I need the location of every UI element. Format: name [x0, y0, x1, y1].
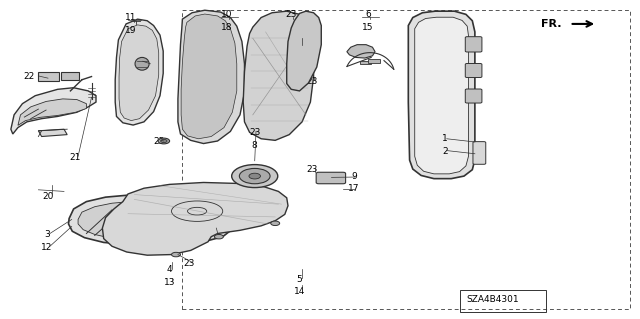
Text: 23: 23	[285, 10, 297, 19]
Polygon shape	[347, 45, 375, 58]
FancyBboxPatch shape	[316, 172, 346, 184]
Text: 21: 21	[70, 153, 81, 162]
Text: 2: 2	[442, 147, 447, 156]
Text: 1: 1	[442, 134, 447, 143]
Polygon shape	[38, 129, 67, 137]
Text: 14: 14	[294, 287, 305, 296]
Text: 4: 4	[167, 265, 172, 274]
Ellipse shape	[271, 221, 280, 226]
Polygon shape	[243, 11, 314, 140]
Text: 23: 23	[306, 77, 317, 86]
Text: 6: 6	[365, 10, 371, 19]
Text: FR.: FR.	[541, 19, 561, 29]
Polygon shape	[115, 19, 163, 125]
Bar	[368, 59, 380, 63]
Text: 15: 15	[362, 23, 374, 32]
Bar	[360, 61, 371, 64]
Text: 18: 18	[221, 23, 233, 32]
Polygon shape	[18, 99, 86, 125]
Bar	[61, 72, 79, 80]
Text: 3: 3	[44, 230, 49, 239]
Text: 11: 11	[125, 13, 137, 22]
Polygon shape	[11, 88, 96, 134]
Text: 9: 9	[351, 172, 356, 181]
Ellipse shape	[239, 168, 270, 184]
Text: 23: 23	[183, 259, 195, 268]
Polygon shape	[102, 182, 288, 255]
Text: 23: 23	[249, 128, 260, 137]
Polygon shape	[119, 25, 159, 121]
Polygon shape	[181, 14, 237, 139]
Text: 8: 8	[252, 141, 257, 150]
FancyBboxPatch shape	[465, 89, 482, 103]
FancyBboxPatch shape	[465, 37, 482, 52]
Polygon shape	[178, 10, 244, 144]
Text: 19: 19	[125, 26, 137, 35]
Text: 12: 12	[41, 243, 52, 252]
Bar	[182, 10, 630, 309]
Polygon shape	[408, 11, 475, 179]
Text: 22: 22	[23, 72, 35, 81]
Polygon shape	[287, 11, 321, 91]
Text: 7: 7	[297, 32, 302, 41]
Bar	[38, 72, 59, 81]
Polygon shape	[68, 195, 234, 245]
Polygon shape	[415, 17, 468, 174]
Text: 23: 23	[209, 224, 220, 233]
FancyBboxPatch shape	[473, 142, 486, 164]
FancyBboxPatch shape	[465, 63, 482, 78]
Polygon shape	[78, 201, 224, 240]
Text: 24: 24	[138, 61, 150, 70]
Text: 25: 25	[153, 137, 164, 146]
Ellipse shape	[135, 57, 149, 70]
Text: 23: 23	[307, 165, 318, 174]
Text: SZA4B4301: SZA4B4301	[466, 295, 518, 304]
Ellipse shape	[161, 139, 167, 143]
Text: 17: 17	[348, 184, 360, 193]
Ellipse shape	[214, 234, 223, 239]
Bar	[460, 290, 546, 312]
Text: 10: 10	[221, 10, 233, 19]
Ellipse shape	[249, 173, 260, 179]
Ellipse shape	[172, 252, 180, 257]
Ellipse shape	[232, 165, 278, 188]
Text: 13: 13	[164, 278, 175, 287]
Ellipse shape	[158, 138, 170, 144]
Text: 16: 16	[294, 45, 305, 54]
Text: 5: 5	[297, 275, 302, 284]
Text: 20: 20	[42, 192, 54, 201]
